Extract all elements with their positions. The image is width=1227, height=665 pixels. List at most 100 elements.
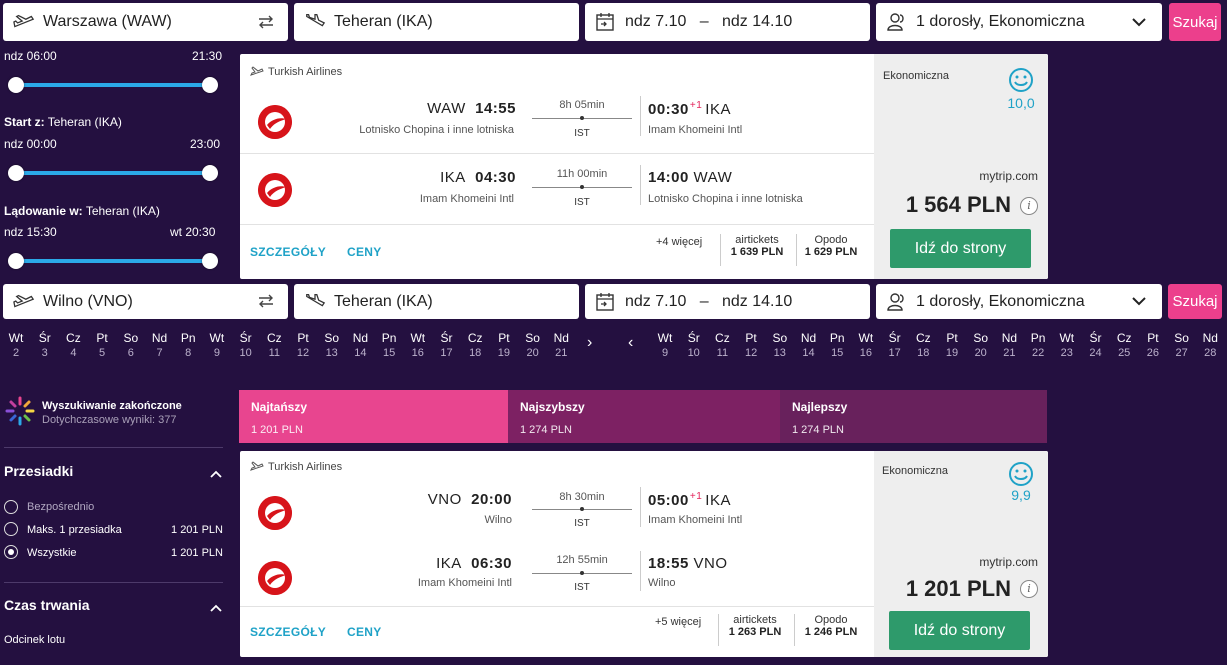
more-providers[interactable]: +5 więcej <box>655 616 702 628</box>
prices-link[interactable]: CENY <box>347 625 382 639</box>
date-cell[interactable]: Śr 10 <box>232 331 260 359</box>
weekday-label: Nd <box>352 331 369 345</box>
passengers-field[interactable]: 1 dorosły, Ekonomiczna <box>876 284 1162 319</box>
date-cell[interactable]: Śr 3 <box>31 331 59 359</box>
date-cell[interactable]: Pt 19 <box>490 331 518 359</box>
provider-opodo[interactable]: Opodo 1 246 PLN <box>804 614 858 638</box>
radio-max-one-stop[interactable] <box>4 522 18 536</box>
stops-filter-title[interactable]: Przesiadki <box>4 463 74 479</box>
divider <box>720 234 721 266</box>
slider-handle-min[interactable] <box>8 165 24 181</box>
date-cell[interactable]: Pt 12 <box>737 331 765 359</box>
date-cell[interactable]: Wt 9 <box>203 331 231 359</box>
date-cell[interactable]: Cz 11 <box>708 331 736 359</box>
passengers-field[interactable]: 1 dorosły, Ekonomiczna <box>876 3 1162 41</box>
details-link[interactable]: SZCZEGÓŁY <box>250 625 327 639</box>
outbound-stopover: IST <box>574 518 590 529</box>
radio-direct[interactable] <box>4 500 18 514</box>
date-cell[interactable]: Cz 11 <box>260 331 288 359</box>
chevron-up-icon[interactable] <box>209 600 223 612</box>
origin-field[interactable]: Wilno (VNO) <box>3 284 288 319</box>
sort-tab-cheapest[interactable]: Najtańszy 1 201 PLN <box>239 390 508 443</box>
destination-field[interactable]: Teheran (IKA) <box>294 284 579 319</box>
date-cell[interactable]: Cz 25 <box>1110 331 1138 359</box>
provider-opodo[interactable]: Opodo 1 629 PLN <box>804 234 858 258</box>
origin-field[interactable]: Warszawa (WAW) <box>3 3 288 41</box>
chevron-right-icon[interactable]: › <box>587 334 593 351</box>
date-cell[interactable]: Wt 16 <box>404 331 432 359</box>
date-cell[interactable]: Nd 7 <box>146 331 174 359</box>
go-to-site-button[interactable]: Idź do strony <box>890 229 1031 268</box>
weekday-label: Cz <box>467 331 483 345</box>
date-cell[interactable]: Pt 26 <box>1139 331 1167 359</box>
more-providers[interactable]: +4 więcej <box>656 236 703 248</box>
slider-handle-max[interactable] <box>202 77 218 93</box>
date-cell[interactable]: Pt 12 <box>289 331 317 359</box>
date-cell[interactable]: Cz 4 <box>59 331 87 359</box>
date-cell[interactable]: So 6 <box>117 331 145 359</box>
date-cell[interactable]: Nd 14 <box>795 331 823 359</box>
search-button[interactable]: Szukaj <box>1169 3 1221 41</box>
slider-handle-min[interactable] <box>8 77 24 93</box>
date-cell[interactable]: Pn 15 <box>375 331 403 359</box>
date-cell[interactable]: Nd 28 <box>1196 331 1224 359</box>
start-time-slider[interactable] <box>8 165 218 181</box>
slider-handle-max[interactable] <box>202 253 218 269</box>
day-number: 16 <box>859 347 873 359</box>
destination-field[interactable]: Teheran (IKA) <box>294 3 579 41</box>
swap-icon[interactable] <box>256 291 276 311</box>
slider-handle-min[interactable] <box>8 253 24 269</box>
date-cell[interactable]: Wt 9 <box>651 331 679 359</box>
result-card[interactable]: Turkish Airlines VNO 20:00 Wilno 8h 30mi… <box>240 451 1048 657</box>
date-cell[interactable]: So 27 <box>1168 331 1196 359</box>
swap-icon[interactable] <box>256 12 276 32</box>
radio-all[interactable] <box>4 545 18 559</box>
date-cell[interactable]: Nd 21 <box>547 331 575 359</box>
date-cell[interactable]: Pn 8 <box>174 331 202 359</box>
provider-airtickets[interactable]: airtickets 1 263 PLN <box>728 614 782 638</box>
search-button[interactable]: Szukaj <box>1168 284 1222 319</box>
date-field[interactable]: ndz 7.10 – ndz 14.10 <box>585 3 870 41</box>
provider-airtickets[interactable]: airtickets 1 639 PLN <box>730 234 784 258</box>
result-card[interactable]: Turkish Airlines WAW 14:55 Lotnisko Chop… <box>240 54 1048 279</box>
date-cell[interactable]: So 13 <box>318 331 346 359</box>
sort-tab-best[interactable]: Najlepszy 1 274 PLN <box>780 390 1047 443</box>
date-cell[interactable]: Wt 16 <box>852 331 880 359</box>
duration-filter-title[interactable]: Czas trwania <box>4 597 90 613</box>
date-cell[interactable]: Śr 10 <box>680 331 708 359</box>
info-icon[interactable]: i <box>1020 197 1038 215</box>
landing-time-slider[interactable] <box>8 253 218 269</box>
weekday-label: Nd <box>553 331 569 345</box>
date-cell[interactable]: So 20 <box>967 331 995 359</box>
day-number: 9 <box>213 347 220 359</box>
slider-handle-max[interactable] <box>202 165 218 181</box>
date-field[interactable]: ndz 7.10 – ndz 14.10 <box>585 284 870 319</box>
price: 1 564 PLN <box>905 192 1011 217</box>
date-cell[interactable]: Wt 23 <box>1053 331 1081 359</box>
info-icon[interactable]: i <box>1020 580 1038 598</box>
date-cell[interactable]: Pt 5 <box>88 331 116 359</box>
date-cell[interactable]: Nd 21 <box>995 331 1023 359</box>
date-cell[interactable]: Wt 2 <box>2 331 30 359</box>
date-cell[interactable]: So 13 <box>766 331 794 359</box>
date-cell[interactable]: Cz 18 <box>909 331 937 359</box>
date-cell[interactable]: Pt 19 <box>938 331 966 359</box>
go-to-site-button[interactable]: Idź do strony <box>889 611 1030 650</box>
weekday-label: Nd <box>800 331 817 345</box>
day-number: 19 <box>497 347 511 359</box>
date-cell[interactable]: Pn 15 <box>823 331 851 359</box>
date-cell[interactable]: Pn 22 <box>1024 331 1052 359</box>
sort-tab-fastest[interactable]: Najszybszy 1 274 PLN <box>508 390 780 443</box>
day-number: 19 <box>945 347 959 359</box>
date-cell[interactable]: So 20 <box>519 331 547 359</box>
date-cell[interactable]: Cz 18 <box>461 331 489 359</box>
date-cell[interactable]: Nd 14 <box>346 331 374 359</box>
date-cell[interactable]: Śr 17 <box>881 331 909 359</box>
chevron-left-icon[interactable]: ‹ <box>628 334 634 351</box>
date-cell[interactable]: Śr 24 <box>1082 331 1110 359</box>
chevron-up-icon[interactable] <box>209 466 223 478</box>
departure-time-slider[interactable] <box>8 77 218 93</box>
details-link[interactable]: SZCZEGÓŁY <box>250 245 327 259</box>
prices-link[interactable]: CENY <box>347 245 382 259</box>
date-cell[interactable]: Śr 17 <box>433 331 461 359</box>
